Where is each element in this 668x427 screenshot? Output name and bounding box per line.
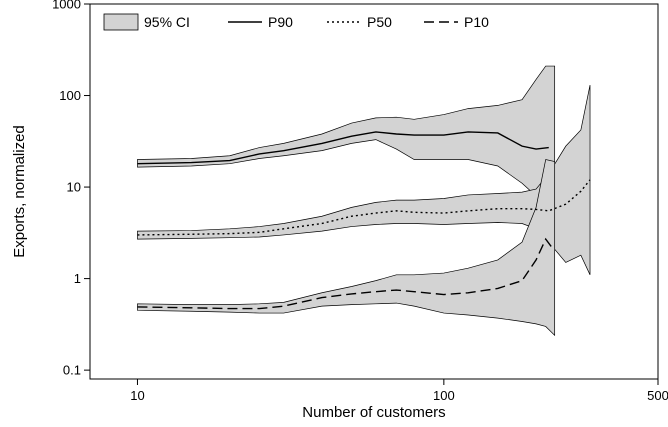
ci-band-p10 xyxy=(137,159,556,337)
legend-label-p10: P10 xyxy=(464,14,489,30)
series-lines xyxy=(137,131,591,310)
ci-band-p90 xyxy=(137,65,556,202)
y-tick-label-10: 10 xyxy=(67,180,81,195)
x-tick-label-10: 10 xyxy=(130,388,144,403)
y-tick-label-1: 1 xyxy=(74,271,81,286)
legend-item-p90: P90 xyxy=(228,14,293,30)
ci-bands xyxy=(137,65,591,337)
legend: 95% CI P90 P50 P10 xyxy=(103,13,489,31)
x-tick-label-100: 100 xyxy=(433,388,455,403)
legend-item-95-ci: 95% CI xyxy=(103,13,190,31)
y-axis-title: Exports, normalized xyxy=(11,125,28,258)
y-tick-label-1000: 1000 xyxy=(52,0,81,12)
legend-label-p90: P90 xyxy=(268,14,293,30)
y-tick-label-100: 100 xyxy=(59,88,81,103)
series-line-p50 xyxy=(137,179,591,236)
x-axis-title: Number of customers xyxy=(302,404,445,421)
series-line-p90 xyxy=(137,131,549,165)
series-line-p10 xyxy=(137,237,553,310)
x-tick-label-500: 500 xyxy=(647,388,668,403)
legend-label-95-ci: 95% CI xyxy=(144,14,190,30)
ci-band-p50 xyxy=(137,85,591,275)
legend-item-p50: P50 xyxy=(327,14,392,30)
legend-item-p10: P10 xyxy=(424,14,489,30)
legend-label-p50: P50 xyxy=(367,14,392,30)
y-tick-label-0-1: 0.1 xyxy=(63,363,81,378)
plot-area-frame xyxy=(89,3,659,380)
legend-swatch-band xyxy=(103,13,139,31)
y-axis: 0.1 1 10 100 1000 xyxy=(52,0,90,378)
x-axis: 10 100 500 xyxy=(130,379,668,403)
